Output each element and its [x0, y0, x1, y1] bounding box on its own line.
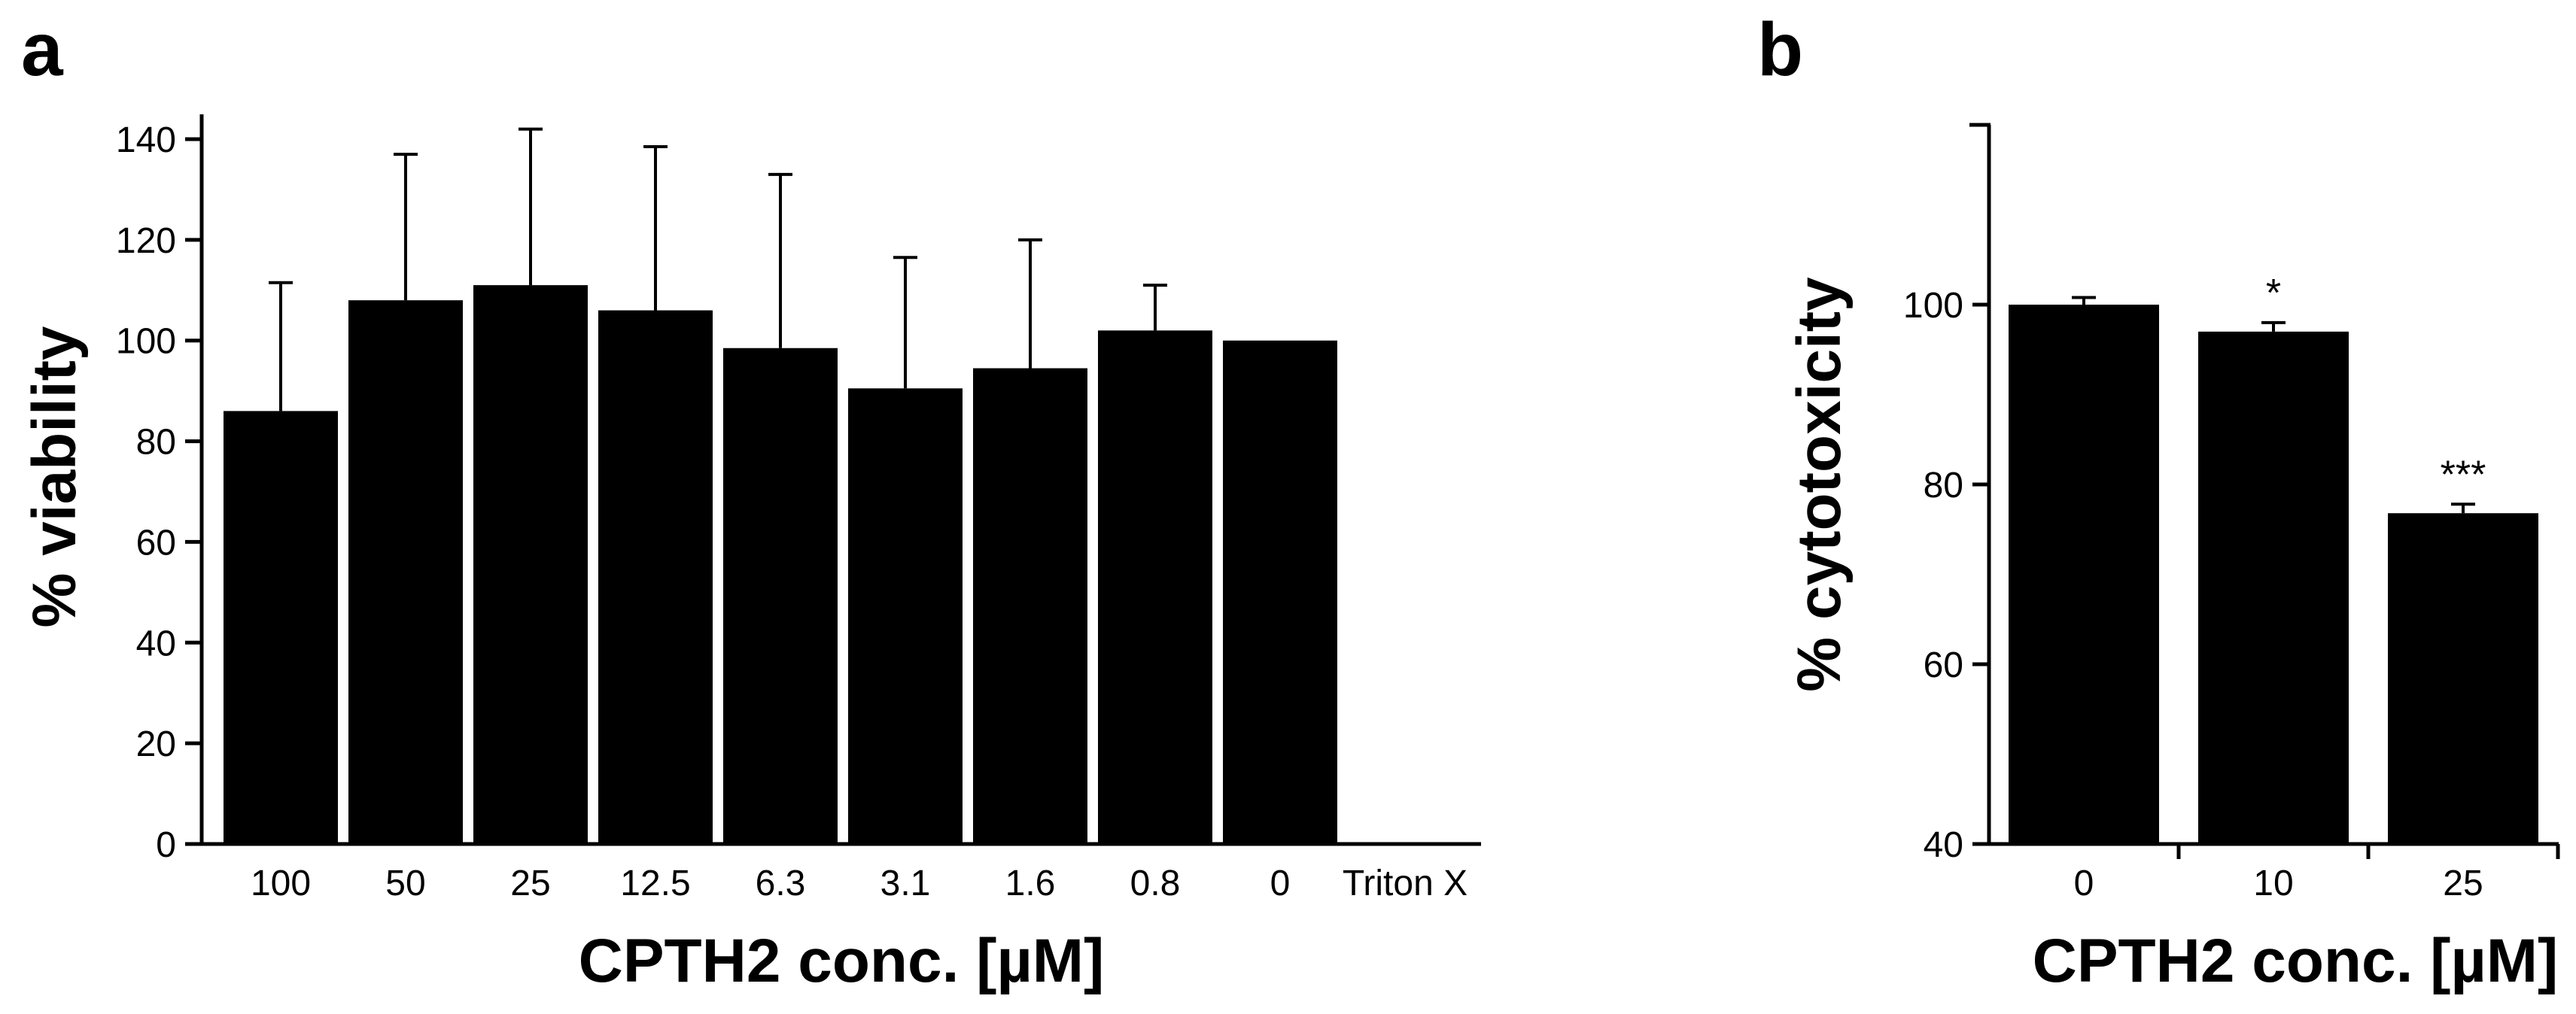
chart-b: 40 60 80 100 0 * 10 *** 25 CPTH2 conc. [µM] % cyto…	[1785, 123, 2560, 995]
y-tick-label: 60	[136, 523, 176, 563]
panel-a-letter: a	[21, 8, 64, 92]
y-tick-label: 80	[1924, 466, 1963, 505]
x-tick-label: 0.8	[1130, 864, 1181, 903]
x-tick-label: 0	[1270, 864, 1291, 903]
x-tick-label: 100	[251, 864, 311, 903]
x-axis-title: CPTH2 conc. [µM]	[579, 927, 1105, 995]
significance-label: *	[2266, 272, 2281, 315]
bar	[2009, 305, 2159, 844]
y-tick-label: 40	[1924, 825, 1963, 865]
y-tick-label: 140	[116, 120, 176, 160]
bar	[348, 300, 463, 845]
bar	[848, 388, 963, 844]
chart-a: 0 20 40 60 80 100 120 140 100 50 25 12.5 6.3 3.1 1.6 0.…	[20, 114, 1481, 995]
y-tick-label: 20	[136, 724, 176, 764]
y-axis-title: % cytotoxicity	[1785, 277, 1854, 692]
x-tick-label: 25	[2443, 864, 2483, 903]
bar	[1223, 340, 1337, 844]
x-tick-label: 25	[510, 864, 550, 903]
x-tick-label: 3.1	[880, 864, 931, 903]
bar	[2198, 331, 2349, 845]
x-tick-label: 1.6	[1005, 864, 1056, 903]
y-tick-label: 80	[136, 423, 176, 463]
y-tick-label: 100	[1903, 286, 1963, 326]
bar	[973, 368, 1087, 844]
x-tick-label: 6.3	[756, 864, 806, 903]
y-axis-title: % viability	[20, 326, 89, 627]
bar	[473, 285, 588, 844]
x-tick-label: 10	[2253, 864, 2293, 903]
y-tick-label: 100	[116, 322, 176, 362]
bar	[1098, 330, 1212, 844]
bar	[723, 348, 838, 845]
bar	[2388, 513, 2538, 844]
y-tick-label: 0	[156, 825, 176, 865]
x-tick-label: 50	[385, 864, 425, 903]
y-tick-label: 60	[1924, 645, 1963, 685]
x-tick-label: 12.5	[620, 864, 690, 903]
x-tick-label: 0	[2074, 864, 2094, 903]
x-axis-title: CPTH2 conc. [µM]	[2033, 927, 2559, 995]
y-tick-label: 120	[116, 221, 176, 261]
significance-label: ***	[2441, 453, 2486, 496]
bar	[598, 310, 713, 844]
x-tick-label: Triton X	[1343, 864, 1467, 903]
bar	[224, 411, 338, 844]
y-tick-label: 40	[136, 624, 176, 663]
panel-b-letter: b	[1757, 8, 1803, 92]
